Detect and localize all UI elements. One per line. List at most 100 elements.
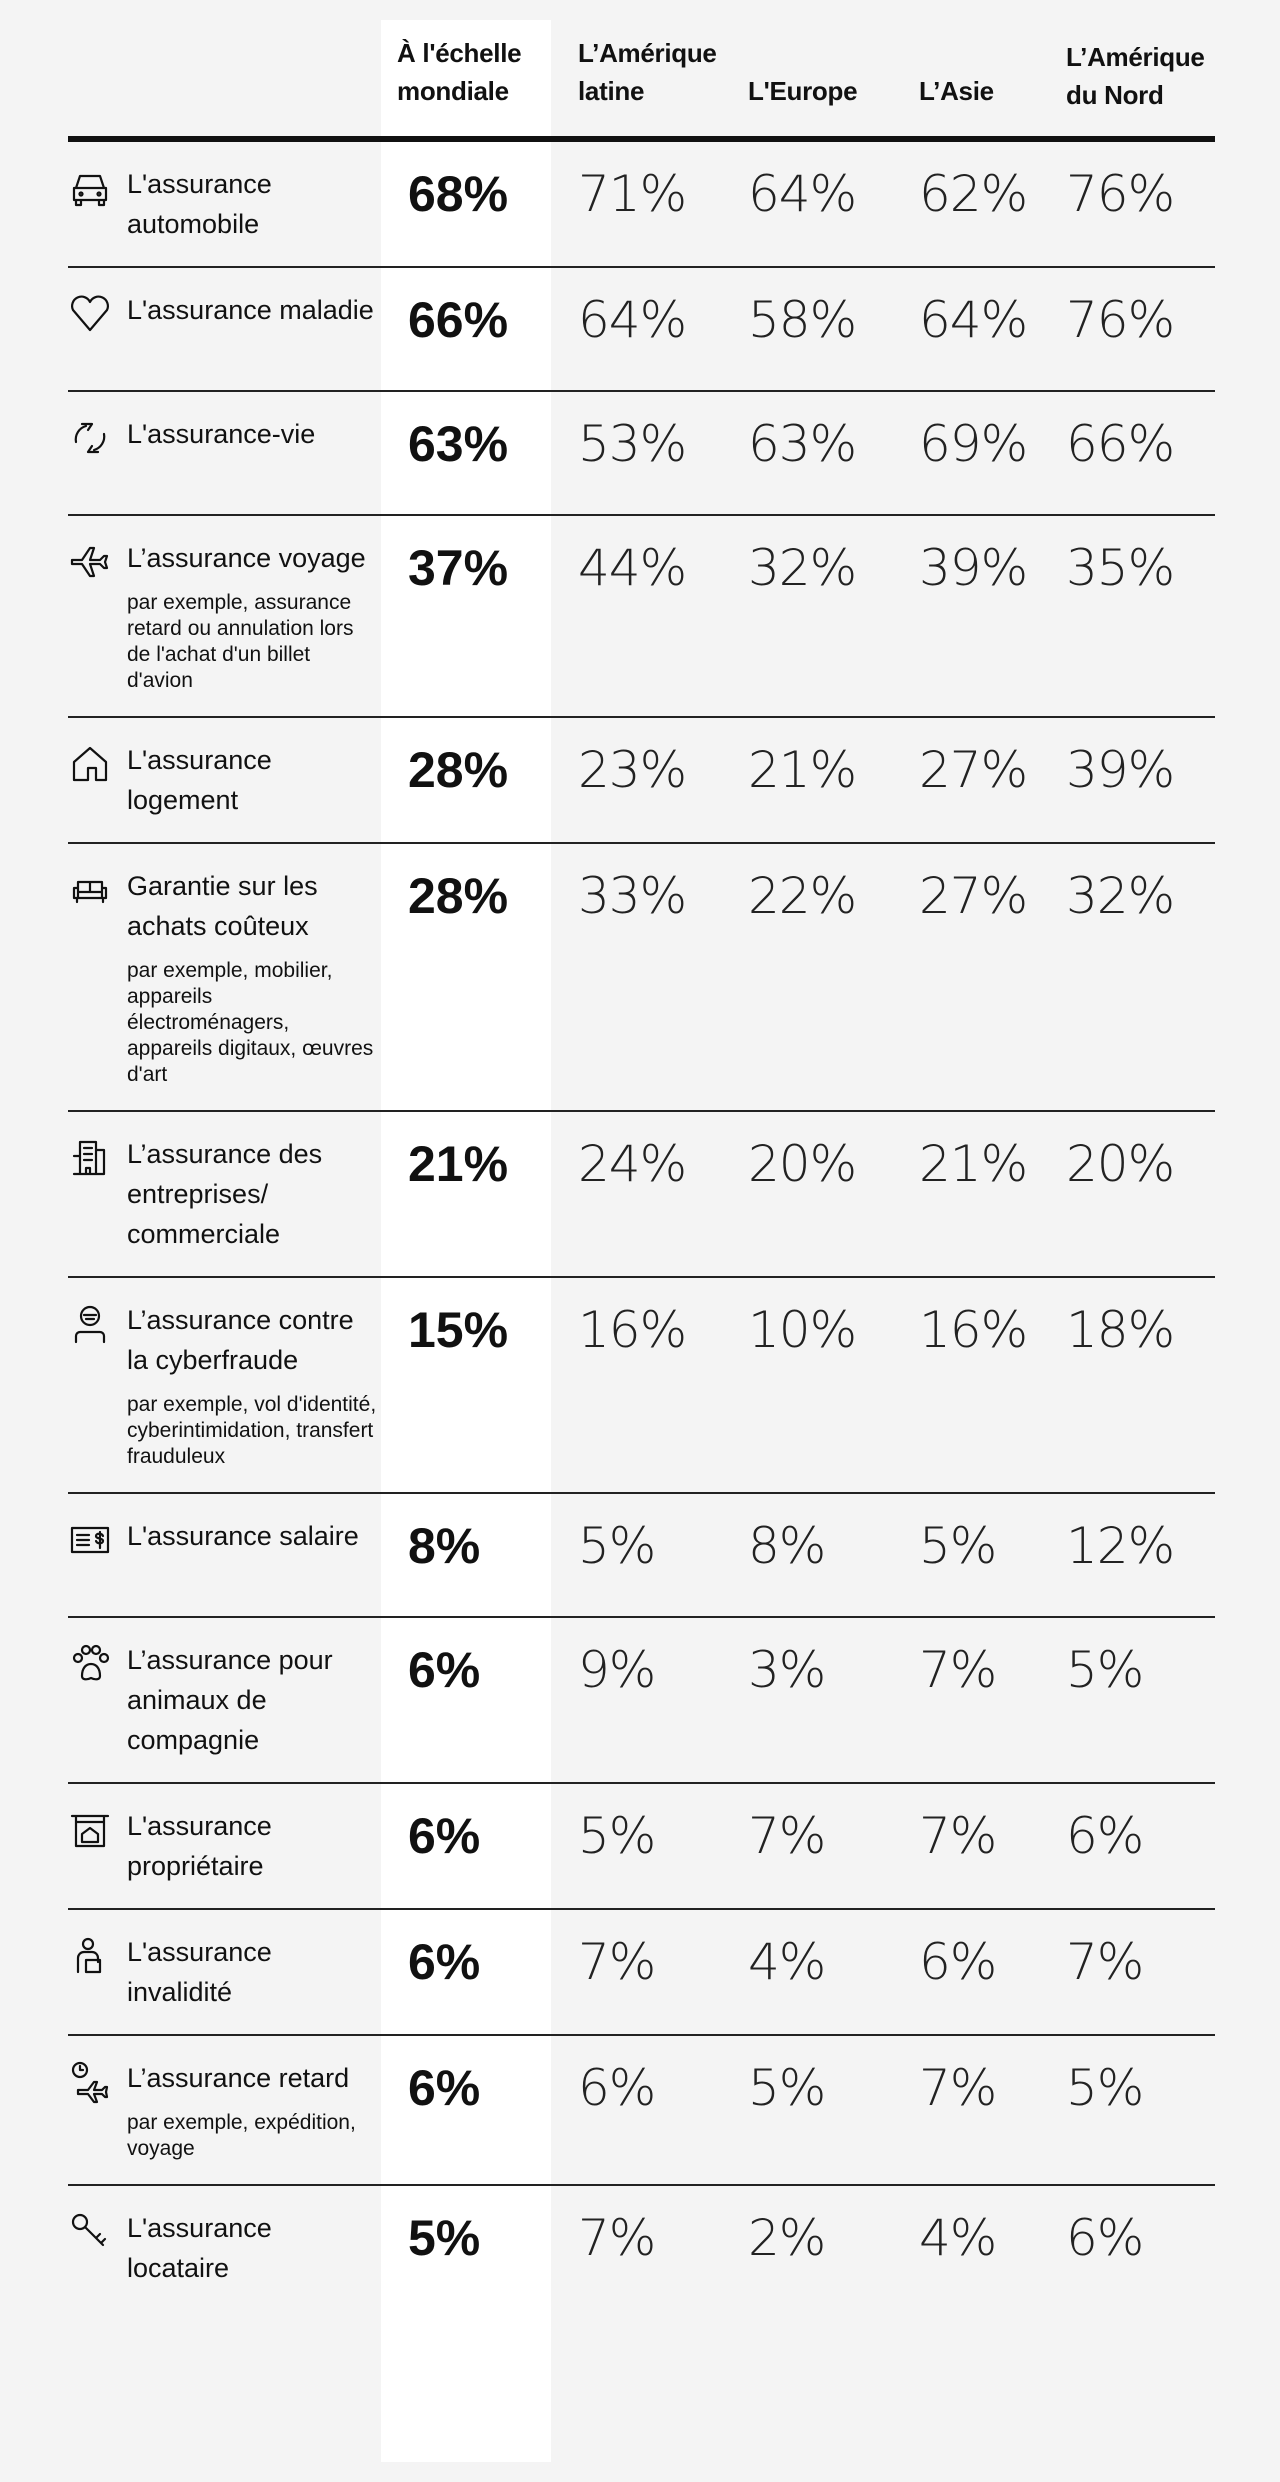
value-north-america: 5%: [1066, 2059, 1144, 2117]
value-latin-america: 6%: [578, 2059, 656, 2117]
global-value: 15%: [408, 1302, 509, 1358]
value-europe: 20%: [748, 1135, 857, 1193]
global-value: 66%: [408, 292, 509, 348]
header-asia: L’Asie: [919, 72, 994, 110]
row-example: par exemple, mobilier, appareils électro…: [127, 959, 374, 1086]
value-north-america: 76%: [1066, 291, 1175, 349]
row-label: L'assurance-vie: [127, 419, 316, 449]
global-value: 8%: [408, 1518, 481, 1574]
table-row: L’assurance retard par exemple, expéditio…: [68, 2036, 1215, 2186]
sofa-icon: [68, 868, 112, 912]
value-asia: 7%: [919, 1641, 997, 1699]
insurance-table: À l'échelle mondiale L’Amérique latine L…: [68, 20, 1215, 2310]
value-europe: 58%: [748, 291, 857, 349]
value-latin-america: 71%: [578, 165, 687, 223]
row-label: L'assurance logement: [127, 745, 272, 815]
header-north-america: L’Amérique du Nord: [1066, 38, 1205, 114]
value-asia: 69%: [919, 415, 1028, 473]
row-example: par exemple, expédition, voyage: [127, 2111, 356, 2160]
value-north-america: 20%: [1066, 1135, 1175, 1193]
table-row: L'assurance locataire 5% 7% 2% 4% 6%: [68, 2186, 1215, 2310]
header-line: L'Europe: [748, 76, 858, 106]
value-europe: 7%: [748, 1807, 826, 1865]
value-north-america: 35%: [1066, 539, 1175, 597]
value-north-america: 6%: [1066, 2209, 1144, 2267]
value-europe: 64%: [748, 165, 857, 223]
global-value: 6%: [408, 2060, 481, 2116]
row-label: L’assurance des entreprises/ commerciale: [127, 1139, 323, 1249]
value-north-america: 76%: [1066, 165, 1175, 223]
table-row: L’assurance pour animaux de compagnie 6% 9…: [68, 1618, 1215, 1784]
global-value: 21%: [408, 1136, 509, 1192]
row-example: par exemple, vol d'identité, cyberintimi…: [127, 1393, 377, 1468]
paw-icon: [68, 1642, 112, 1686]
header-line: L’Asie: [919, 76, 994, 106]
value-asia: 64%: [919, 291, 1028, 349]
value-europe: 5%: [748, 2059, 826, 2117]
header-europe: L'Europe: [748, 72, 858, 110]
value-asia: 16%: [919, 1301, 1028, 1359]
table-row: L’assurance voyage par exemple, assurance…: [68, 516, 1215, 718]
value-latin-america: 53%: [578, 415, 687, 473]
value-europe: 4%: [748, 1933, 826, 1991]
value-latin-america: 5%: [578, 1517, 656, 1575]
airplane-icon: [68, 540, 112, 584]
value-asia: 7%: [919, 2059, 997, 2117]
value-asia: 27%: [919, 741, 1028, 799]
row-label: L'assurance propriétaire: [127, 1811, 272, 1881]
house-icon: [68, 742, 112, 786]
heart-icon: [68, 292, 112, 336]
header-global-line: mondiale: [397, 76, 509, 106]
header-line: L’Amérique: [578, 38, 717, 68]
value-north-america: 18%: [1066, 1301, 1175, 1359]
global-value: 6%: [408, 1642, 481, 1698]
row-label: L’assurance retard: [127, 2063, 350, 2093]
global-value: 28%: [408, 868, 509, 924]
value-north-america: 39%: [1066, 741, 1175, 799]
hacker-icon: [68, 1302, 112, 1346]
keys-icon: [68, 2210, 112, 2254]
table-row: L'assurance salaire 8% 5% 8% 5% 12%: [68, 1494, 1215, 1618]
global-value: 6%: [408, 1934, 481, 1990]
car-icon: [68, 166, 112, 210]
row-label: L’assurance voyage: [127, 543, 366, 573]
value-north-america: 12%: [1066, 1517, 1175, 1575]
row-label: L'assurance invalidité: [127, 1937, 272, 2007]
table-row: L'assurance invalidité 6% 7% 4% 6% 7%: [68, 1910, 1215, 2036]
header-line: L’Amérique: [1066, 42, 1205, 72]
value-north-america: 7%: [1066, 1933, 1144, 1991]
paycheck-icon: [68, 1518, 112, 1562]
global-value: 5%: [408, 2210, 481, 2266]
value-latin-america: 33%: [578, 867, 687, 925]
delay-plane-icon: [68, 2060, 112, 2104]
value-asia: 7%: [919, 1807, 997, 1865]
header-line: latine: [578, 76, 645, 106]
header-global: À l'échelle mondiale: [397, 34, 522, 110]
value-europe: 2%: [748, 2209, 826, 2267]
table-row: L'assurance logement 28% 23% 21% 27% 39%: [68, 718, 1215, 844]
row-label: L'assurance automobile: [127, 169, 272, 239]
global-value: 63%: [408, 416, 509, 472]
value-north-america: 66%: [1066, 415, 1175, 473]
header-line: du Nord: [1066, 80, 1164, 110]
row-example: par exemple, assurance retard ou annulat…: [127, 591, 354, 692]
table-row: L’assurance contre la cyberfraude par exe…: [68, 1278, 1215, 1494]
value-north-america: 6%: [1066, 1807, 1144, 1865]
disability-icon: [68, 1934, 112, 1978]
row-label: L'assurance salaire: [127, 1521, 359, 1551]
value-europe: 10%: [748, 1301, 857, 1359]
value-asia: 62%: [919, 165, 1028, 223]
value-asia: 6%: [919, 1933, 997, 1991]
table-body: L'assurance automobile 68% 71% 64% 62% 76% L'a…: [68, 142, 1215, 2310]
value-asia: 4%: [919, 2209, 997, 2267]
value-north-america: 32%: [1066, 867, 1175, 925]
value-latin-america: 5%: [578, 1807, 656, 1865]
table-row: L'assurance automobile 68% 71% 64% 62% 76%: [68, 142, 1215, 268]
header-latin-america: L’Amérique latine: [578, 34, 717, 110]
value-europe: 63%: [748, 415, 857, 473]
value-latin-america: 16%: [578, 1301, 687, 1359]
value-europe: 21%: [748, 741, 857, 799]
table-row: L’assurance des entreprises/ commerciale…: [68, 1112, 1215, 1278]
value-europe: 22%: [748, 867, 857, 925]
value-europe: 32%: [748, 539, 857, 597]
